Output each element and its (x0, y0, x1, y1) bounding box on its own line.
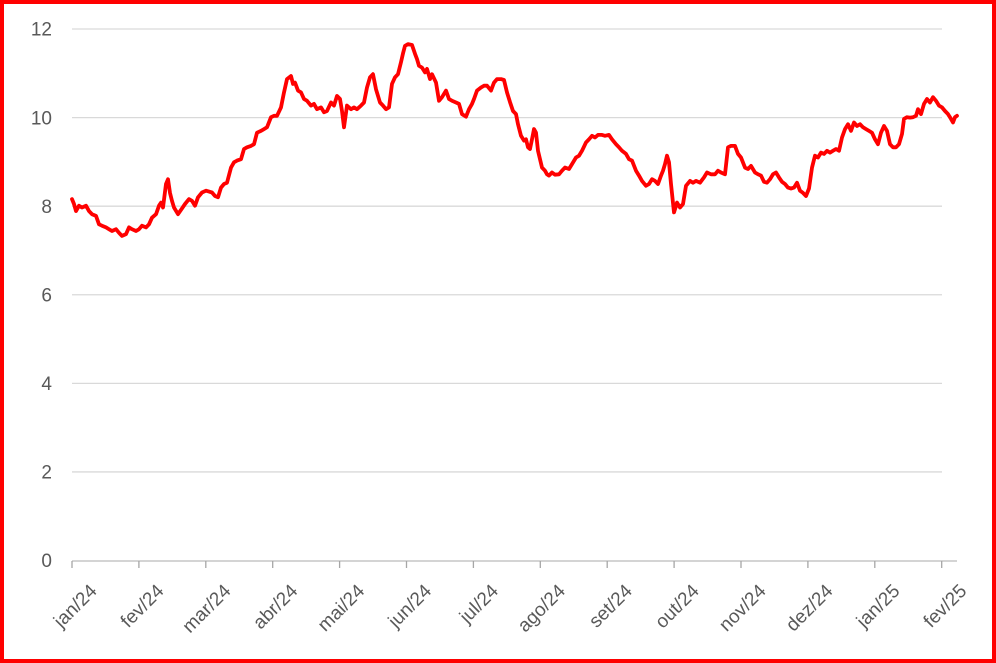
y-axis-labels: 0 2 4 6 8 10 12 (31, 20, 53, 572)
y-tick-label: 4 (41, 374, 52, 395)
x-tick-label: fev/25 (920, 581, 971, 632)
x-tick-label: dez/24 (782, 580, 837, 635)
line-chart: 0 2 4 6 8 10 12 jan/24 fev/24 mar/24 abr/24 mai/24… (31, 20, 971, 638)
x-tick-label: jun/24 (384, 580, 436, 632)
x-tick-label: abr/24 (249, 580, 302, 633)
y-tick-label: 2 (41, 463, 52, 484)
x-tick-label: mai/24 (314, 580, 369, 635)
y-tick-label: 0 (41, 551, 52, 572)
x-axis-labels: jan/24 fev/24 mar/24 abr/24 mai/24 jun/24 jul/… (49, 580, 971, 637)
x-tick-label: jan/25 (852, 581, 904, 633)
y-tick-label: 10 (31, 108, 52, 129)
x-tick-label: ago/24 (514, 580, 570, 636)
x-tick-label: fev/24 (117, 580, 169, 632)
x-tick-label: mar/24 (179, 580, 236, 637)
gridlines (72, 28, 942, 473)
x-tick-label: out/24 (651, 580, 704, 633)
x-tick-label: set/24 (585, 580, 637, 632)
y-tick-label: 12 (31, 20, 52, 41)
y-tick-label: 8 (41, 197, 52, 218)
y-tick-label: 6 (41, 285, 52, 306)
x-tick-label: nov/24 (715, 580, 770, 635)
series-line (70, 42, 959, 238)
x-tick-label: jul/24 (455, 580, 503, 628)
x-tick-label: jan/24 (49, 580, 101, 632)
x-axis (71, 560, 957, 568)
